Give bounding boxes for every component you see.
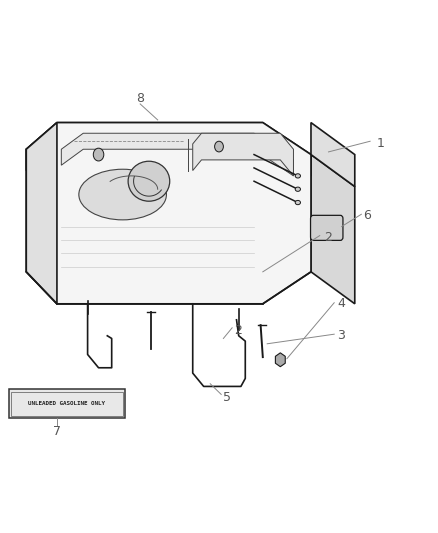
Polygon shape (311, 155, 355, 304)
Text: 4: 4 (337, 297, 345, 310)
Ellipse shape (79, 169, 166, 220)
Polygon shape (311, 123, 355, 187)
Ellipse shape (295, 187, 300, 191)
Text: 2: 2 (324, 231, 332, 244)
Ellipse shape (295, 174, 300, 178)
Polygon shape (26, 123, 311, 176)
Polygon shape (26, 123, 57, 304)
Polygon shape (26, 123, 311, 304)
Circle shape (93, 148, 104, 161)
Circle shape (215, 141, 223, 152)
Ellipse shape (128, 161, 170, 201)
Polygon shape (61, 133, 293, 176)
Text: 1: 1 (377, 138, 385, 150)
Text: 7: 7 (53, 425, 61, 438)
Ellipse shape (295, 200, 300, 205)
Text: 8: 8 (136, 92, 144, 105)
FancyBboxPatch shape (9, 389, 125, 418)
Text: 2: 2 (234, 324, 242, 337)
Text: UNLEADED GASOLINE ONLY: UNLEADED GASOLINE ONLY (28, 401, 105, 406)
Polygon shape (193, 133, 293, 176)
Text: 5: 5 (223, 391, 231, 403)
Text: 6: 6 (364, 209, 371, 222)
Text: 3: 3 (337, 329, 345, 342)
FancyBboxPatch shape (311, 215, 343, 240)
